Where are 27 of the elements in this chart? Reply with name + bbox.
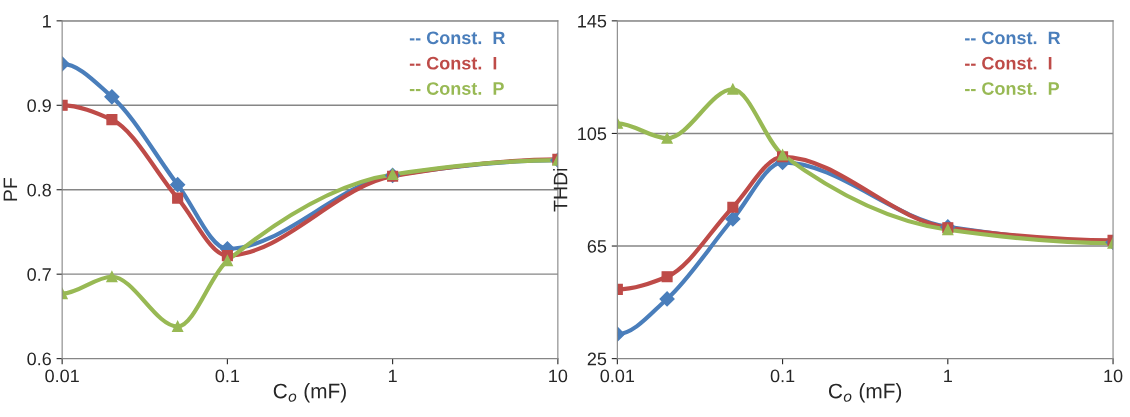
x-tick-label: 0.1: [215, 369, 240, 383]
x-tick-label: 0.1: [770, 369, 795, 383]
x-tick-label: 1: [944, 369, 952, 383]
y-tick-label: 145: [578, 14, 607, 28]
y-tick-label: 0.6: [27, 352, 51, 366]
y-tick-label: 1: [43, 14, 51, 28]
text: -- Const. P: [965, 82, 1060, 95]
x-axis-title: C$_{o}$ (mF): [828, 383, 902, 403]
y-tick-label: 0.7: [27, 268, 51, 281]
x-axis-title: C$_{o}$ (mF): [273, 383, 346, 403]
text: -- Const. I: [409, 56, 497, 70]
y-tick-label: 25: [587, 352, 607, 366]
text: -- Const. R: [409, 31, 506, 45]
y-tick-label: 0.8: [27, 183, 51, 197]
text: -- Const. I: [965, 56, 1052, 70]
y-axis-title: PF: [3, 178, 18, 201]
text: -- Const. R: [965, 31, 1061, 45]
text: -- Const. P: [409, 82, 504, 95]
y-tick-label: 105: [578, 127, 607, 141]
x-tick-label: 10: [1104, 369, 1123, 383]
y-tick-label: 0.9: [27, 99, 51, 113]
x-tick-label: 0.01: [45, 369, 79, 383]
y-axis-title: THDi: [553, 168, 568, 212]
x-tick-label: 1: [388, 369, 397, 383]
x-tick-label: 0.01: [600, 369, 635, 383]
y-tick-label: 65: [587, 239, 607, 253]
x-tick-label: 10: [549, 369, 568, 383]
